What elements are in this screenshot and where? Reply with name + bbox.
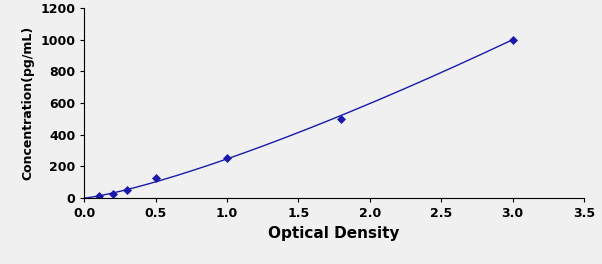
Y-axis label: Concentration(pg/mL): Concentration(pg/mL) [22,26,35,180]
X-axis label: Optical Density: Optical Density [268,225,400,241]
